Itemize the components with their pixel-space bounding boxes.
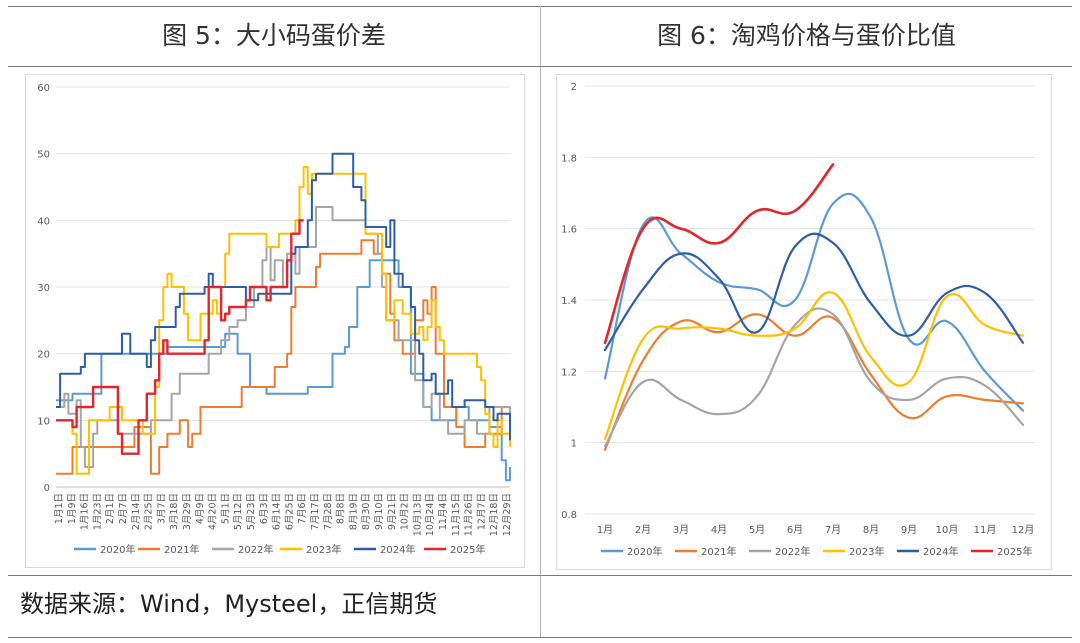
x-tick-label: 10月2日 xyxy=(400,493,411,530)
right-chart-area: 0.8 1 1.2 1.4 1.6 1.8 2 1月 2月 3月 4月 5月 6月 7月 8月 9月 10月 11… xyxy=(556,74,1052,570)
x-tick-label: 3月29日 xyxy=(182,493,193,530)
header-divider xyxy=(8,66,1072,67)
x-tick-label: 9月10日 xyxy=(374,493,385,530)
column-divider xyxy=(540,6,541,637)
legend-label: 2024年 xyxy=(923,545,958,558)
y-tick-label: 10 xyxy=(37,416,50,427)
x-tick-label: 4月9日 xyxy=(195,493,206,524)
x-tick-label: 8月 xyxy=(863,524,879,536)
x-tick-label: 9月21日 xyxy=(387,493,398,530)
x-tick-label: 8月30日 xyxy=(361,493,372,530)
series-line-2020年 xyxy=(603,192,1025,412)
hen-egg-ratio-chart: 0.8 1 1.2 1.4 1.6 1.8 2 1月 2月 3月 4月 5月 6月 7月 8月 9月 10月 11… xyxy=(561,82,1035,558)
x-tick-label: 5月1日 xyxy=(220,493,231,524)
series-line-2020年 xyxy=(56,259,511,482)
x-tick-label: 3月 xyxy=(673,524,689,536)
legend-label: 2022年 xyxy=(238,543,273,556)
legend-label: 2023年 xyxy=(849,545,884,558)
legend-label: 2023年 xyxy=(306,543,341,556)
x-tick-label: 2月25日 xyxy=(144,493,155,530)
series-line-2023年 xyxy=(603,291,1025,441)
x-tick-label: 6月14日 xyxy=(272,493,283,530)
x-tick-label: 11月26日 xyxy=(464,493,475,536)
x-tick-label: 7月6日 xyxy=(297,493,308,524)
left-chart-title: 图 5：大小码蛋价差 xyxy=(162,21,386,50)
source-note: 数据来源：Wind，Mysteel，正信期货 xyxy=(20,590,438,618)
y-tick-label: 20 xyxy=(37,350,50,361)
x-tick-label: 11月15日 xyxy=(451,493,462,536)
x-tick-label: 2月14日 xyxy=(131,493,142,530)
legend-label: 2024年 xyxy=(380,543,415,556)
legend-label: 2025年 xyxy=(450,543,485,556)
x-tick-label: 2月1日 xyxy=(105,493,116,524)
x-tick-label: 12月29日 xyxy=(502,493,513,536)
series-line-2025年 xyxy=(603,163,835,345)
y-tick-label: 1.6 xyxy=(561,225,577,236)
y-tick-label: 40 xyxy=(37,216,50,227)
x-tick-label: 5月23日 xyxy=(246,493,257,530)
series-line-2023年 xyxy=(56,166,511,475)
x-tick-label: 5月12日 xyxy=(233,493,244,530)
x-tick-label: 12月 xyxy=(1012,524,1035,536)
series-line-2024年 xyxy=(56,152,511,441)
y-tick-label: 1 xyxy=(571,439,577,450)
series-line-2021年 xyxy=(56,239,510,475)
x-tick-label: 10月24日 xyxy=(425,493,436,536)
x-tick-label: 7月28日 xyxy=(323,493,334,530)
y-tick-label: 50 xyxy=(37,150,50,161)
x-tick-label: 11月4日 xyxy=(438,493,449,530)
x-tick-label: 7月17日 xyxy=(310,493,321,530)
x-tick-label: 1月1日 xyxy=(54,493,65,524)
x-tick-label: 7月 xyxy=(825,524,841,536)
x-tick-label: 6月 xyxy=(787,524,803,536)
left-chart-area: 0 10 20 30 40 50 60 1月1日 1月9日 1月16日 1月23日 2月1日 2月7日 2… xyxy=(25,74,525,568)
series-line-2025年 xyxy=(56,219,304,455)
x-tick-label: 4月 xyxy=(711,524,727,536)
x-tick-label: 12月7日 xyxy=(476,493,487,530)
x-tick-label: 8月19日 xyxy=(348,493,359,530)
x-tick-label: 8月8日 xyxy=(336,493,347,524)
legend-label: 2022年 xyxy=(775,545,810,558)
x-tick-label: 6月3日 xyxy=(259,493,270,524)
x-tick-label: 1月 xyxy=(597,524,613,536)
x-tick-label: 3月18日 xyxy=(169,493,180,530)
y-tick-label: 1.8 xyxy=(561,153,577,164)
x-tick-label: 1月16日 xyxy=(80,493,91,530)
legend-label: 2020年 xyxy=(100,543,135,556)
x-tick-label: 1月23日 xyxy=(92,493,103,530)
y-tick-label: 30 xyxy=(37,283,50,294)
x-tick-label: 10月 xyxy=(936,524,959,536)
y-tick-label: 60 xyxy=(37,83,50,94)
x-tick-label: 10月13日 xyxy=(412,493,423,536)
legend-label: 2020年 xyxy=(627,545,662,558)
y-tick-label: 1.2 xyxy=(561,367,577,378)
legend-label: 2025年 xyxy=(997,545,1032,558)
y-tick-label: 1.4 xyxy=(561,296,577,307)
right-chart-title: 图 6：淘鸡价格与蛋价比值 xyxy=(657,21,956,50)
x-tick-label: 11月 xyxy=(974,524,997,536)
x-tick-label: 2月7日 xyxy=(118,493,129,524)
y-tick-label: 0 xyxy=(44,483,50,494)
x-tick-label: 2月 xyxy=(635,524,651,536)
legend-label: 2021年 xyxy=(701,545,736,558)
x-tick-label: 6月25日 xyxy=(284,493,295,530)
x-tick-label: 5月 xyxy=(749,524,765,536)
legend-label: 2021年 xyxy=(164,543,199,556)
series-line-2024年 xyxy=(603,232,1025,351)
x-tick-label: 4月20日 xyxy=(208,493,219,530)
y-tick-label: 2 xyxy=(571,82,577,93)
x-tick-label: 9月 xyxy=(901,524,917,536)
footer-divider xyxy=(8,575,1072,576)
x-tick-label: 12月18日 xyxy=(489,493,500,536)
y-tick-label: 0.8 xyxy=(561,510,577,521)
x-tick-label: 1月9日 xyxy=(67,493,78,524)
series-line-2022年 xyxy=(56,206,511,468)
x-tick-label: 3月7日 xyxy=(156,493,167,524)
